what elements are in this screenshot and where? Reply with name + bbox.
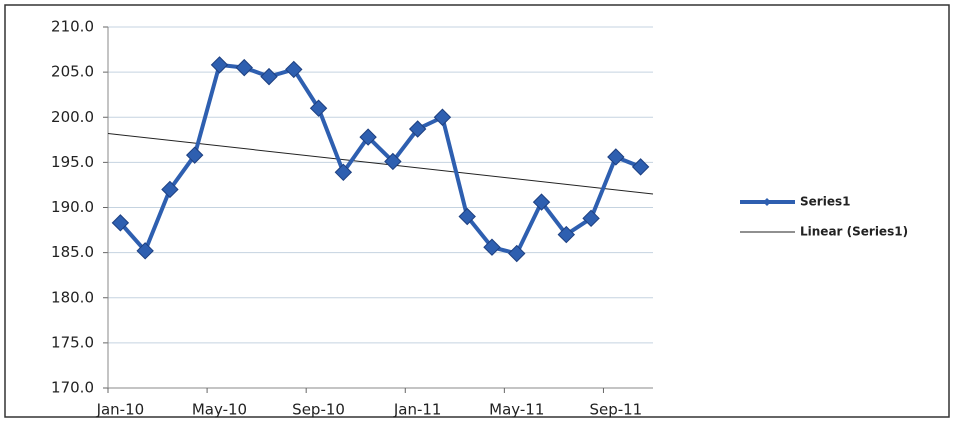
data-point [210,56,229,74]
legend-label: Series1 [800,195,850,209]
data-point [334,163,353,182]
data-point [607,148,625,166]
data-point [408,120,427,138]
y-tick-label: 200.0 [51,108,94,126]
data-point [185,146,204,164]
data-point [631,158,650,176]
data-point [260,67,278,86]
data-point [136,242,154,260]
data-point [582,209,600,228]
data-point [557,225,576,244]
x-tick-label: Jan-11 [393,401,442,419]
x-tick-label: May-10 [192,401,247,419]
y-tick-label: 180.0 [51,288,94,306]
legend-marker [763,198,771,206]
data-point [309,99,328,117]
y-tick-label: 195.0 [51,153,94,171]
chart-frame [4,4,950,418]
y-tick-label: 170.0 [51,379,94,397]
data-point [384,152,402,171]
data-point [285,60,303,79]
y-tick-label: 190.0 [51,198,94,216]
x-tick-label: Sep-10 [292,401,345,419]
data-point [161,180,179,199]
data-point [111,214,130,232]
series-line [118,62,642,256]
data-point [532,193,551,211]
legend-label: Linear (Series1) [800,225,908,239]
x-tick-label: May-11 [489,401,544,419]
x-tick-label: Jan-10 [96,401,145,419]
data-point [508,244,526,263]
data-point [359,128,377,146]
data-point [458,207,476,226]
data-point [433,108,452,126]
x-tick-label: Sep-11 [589,401,642,419]
y-tick-label: 185.0 [51,243,94,261]
y-tick-label: 205.0 [51,63,94,81]
y-tick-label: 175.0 [51,333,94,351]
data-point [235,58,253,77]
y-tick-label: 210.0 [51,18,94,36]
data-point [483,238,501,256]
